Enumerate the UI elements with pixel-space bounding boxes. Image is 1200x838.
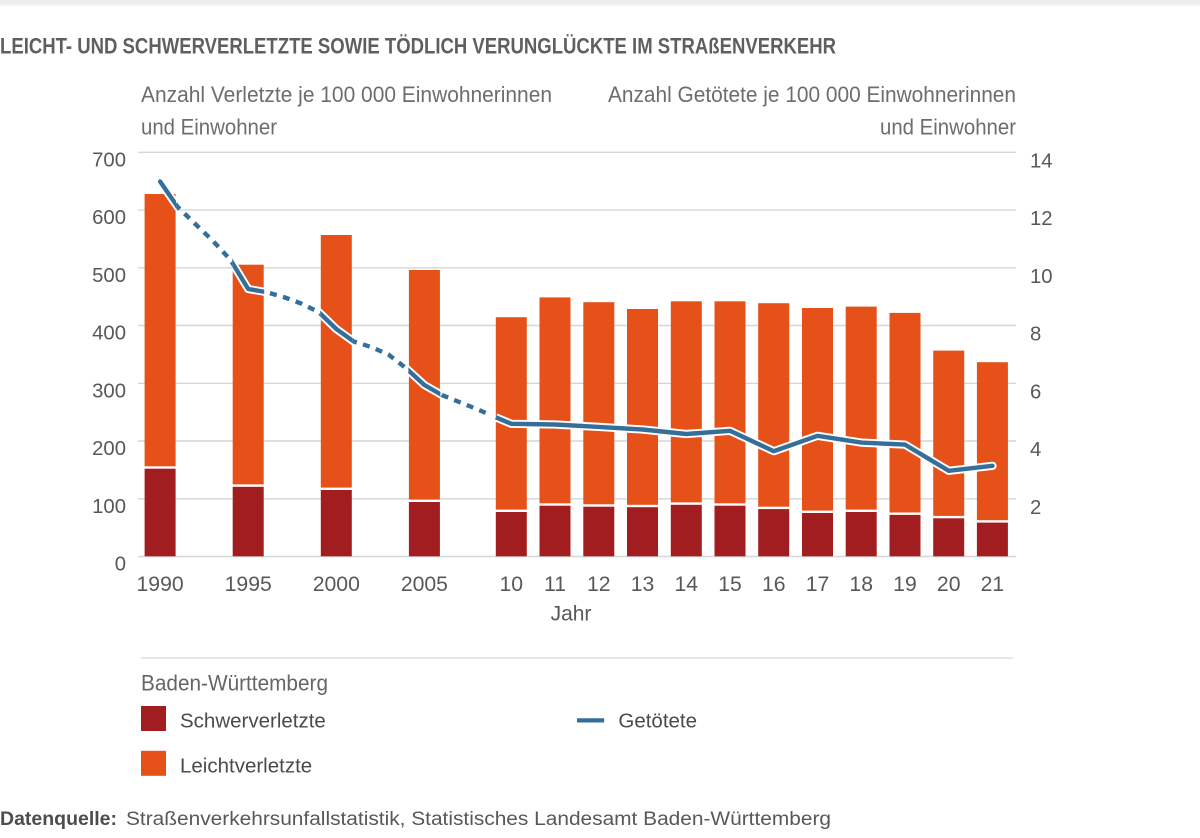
svg-text:Datenquelle:: Datenquelle: bbox=[0, 809, 117, 830]
svg-text:Leichtverletzte: Leichtverletzte bbox=[180, 754, 312, 777]
svg-text:Baden-Württemberg: Baden-Württemberg bbox=[141, 670, 328, 695]
svg-text:8: 8 bbox=[1030, 324, 1041, 346]
svg-text:Jahr: Jahr bbox=[551, 603, 592, 626]
svg-text:19: 19 bbox=[893, 573, 917, 596]
svg-text:400: 400 bbox=[92, 323, 126, 345]
svg-text:500: 500 bbox=[92, 265, 126, 287]
svg-text:16: 16 bbox=[762, 573, 786, 596]
svg-text:0: 0 bbox=[115, 554, 126, 576]
svg-text:20: 20 bbox=[937, 573, 961, 596]
svg-text:13: 13 bbox=[631, 573, 655, 596]
svg-text:Anzahl Getötete je 100 000 Ein: Anzahl Getötete je 100 000 Einwohnerinne… bbox=[608, 82, 1016, 107]
svg-text:Anzahl Verletzte je 100 000 Ei: Anzahl Verletzte je 100 000 Einwohnerinn… bbox=[141, 82, 552, 107]
svg-text:12: 12 bbox=[1030, 208, 1053, 230]
svg-text:Straßenverkehrsunfallstatistik: Straßenverkehrsunfallstatistik, Statisti… bbox=[126, 809, 831, 830]
svg-text:14: 14 bbox=[674, 573, 698, 596]
svg-text:4: 4 bbox=[1030, 439, 1041, 461]
svg-text:200: 200 bbox=[92, 438, 126, 460]
svg-text:10: 10 bbox=[500, 573, 524, 596]
svg-text:LEICHT- UND SCHWERVERLETZTE SO: LEICHT- UND SCHWERVERLETZTE SOWIE TÖDLIC… bbox=[0, 34, 836, 59]
svg-text:600: 600 bbox=[92, 207, 126, 229]
svg-text:15: 15 bbox=[718, 573, 742, 596]
svg-text:11: 11 bbox=[544, 573, 566, 596]
svg-text:17: 17 bbox=[806, 573, 830, 596]
svg-text:300: 300 bbox=[92, 380, 126, 402]
svg-text:12: 12 bbox=[587, 573, 611, 596]
svg-text:und Einwohner: und Einwohner bbox=[880, 114, 1016, 139]
svg-text:Getötete: Getötete bbox=[618, 710, 697, 733]
svg-text:2005: 2005 bbox=[401, 573, 448, 596]
svg-text:700: 700 bbox=[92, 149, 126, 171]
svg-text:2: 2 bbox=[1030, 497, 1041, 519]
svg-text:1995: 1995 bbox=[225, 573, 272, 596]
svg-text:6: 6 bbox=[1030, 381, 1041, 403]
svg-text:14: 14 bbox=[1030, 150, 1053, 172]
svg-text:18: 18 bbox=[849, 573, 873, 596]
svg-text:Schwerverletzte: Schwerverletzte bbox=[180, 710, 326, 733]
svg-text:21: 21 bbox=[981, 573, 1005, 596]
svg-text:10: 10 bbox=[1030, 266, 1053, 288]
svg-text:2000: 2000 bbox=[313, 573, 360, 596]
svg-text:100: 100 bbox=[92, 496, 126, 518]
svg-text:1990: 1990 bbox=[137, 573, 184, 596]
svg-text:und Einwohner: und Einwohner bbox=[141, 114, 277, 139]
